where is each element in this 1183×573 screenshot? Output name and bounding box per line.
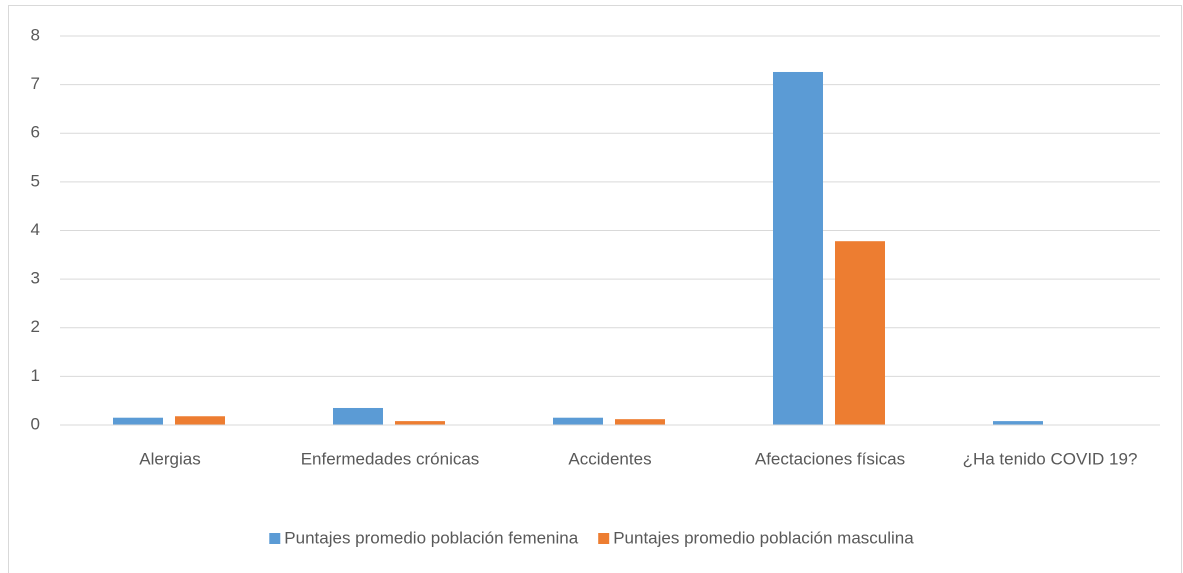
y-tick-label: 3 <box>31 269 40 288</box>
bar <box>835 241 885 425</box>
x-tick-label: Accidentes <box>568 449 651 468</box>
bar <box>553 417 603 425</box>
x-tick-label: Alergias <box>139 449 200 468</box>
bar <box>175 416 225 425</box>
y-tick-label: 2 <box>31 317 40 336</box>
legend-label: Puntajes promedio población femenina <box>284 528 578 547</box>
bar <box>993 421 1043 425</box>
bar <box>395 421 445 425</box>
bar <box>615 419 665 425</box>
y-tick-label: 7 <box>31 74 40 93</box>
y-tick-label: 8 <box>31 25 40 44</box>
y-tick-label: 1 <box>31 366 40 385</box>
x-tick-label: Enfermedades crónicas <box>301 449 480 468</box>
y-tick-label: 5 <box>31 171 40 190</box>
chart-border <box>8 5 1182 573</box>
bar <box>333 407 383 425</box>
legend-label: Puntajes promedio población masculina <box>613 528 914 547</box>
bar <box>113 417 163 425</box>
legend: Puntajes promedio población femenina Punt… <box>269 528 914 547</box>
y-tick-label: 0 <box>31 414 40 433</box>
y-tick-label: 6 <box>31 123 40 142</box>
y-tick-label: 4 <box>31 220 40 239</box>
x-tick-label: ¿Ha tenido COVID 19? <box>963 449 1138 468</box>
legend-swatch <box>269 533 281 544</box>
x-tick-label: Afectaciones físicas <box>755 449 905 468</box>
bar <box>773 71 823 426</box>
legend-swatch <box>598 533 610 544</box>
